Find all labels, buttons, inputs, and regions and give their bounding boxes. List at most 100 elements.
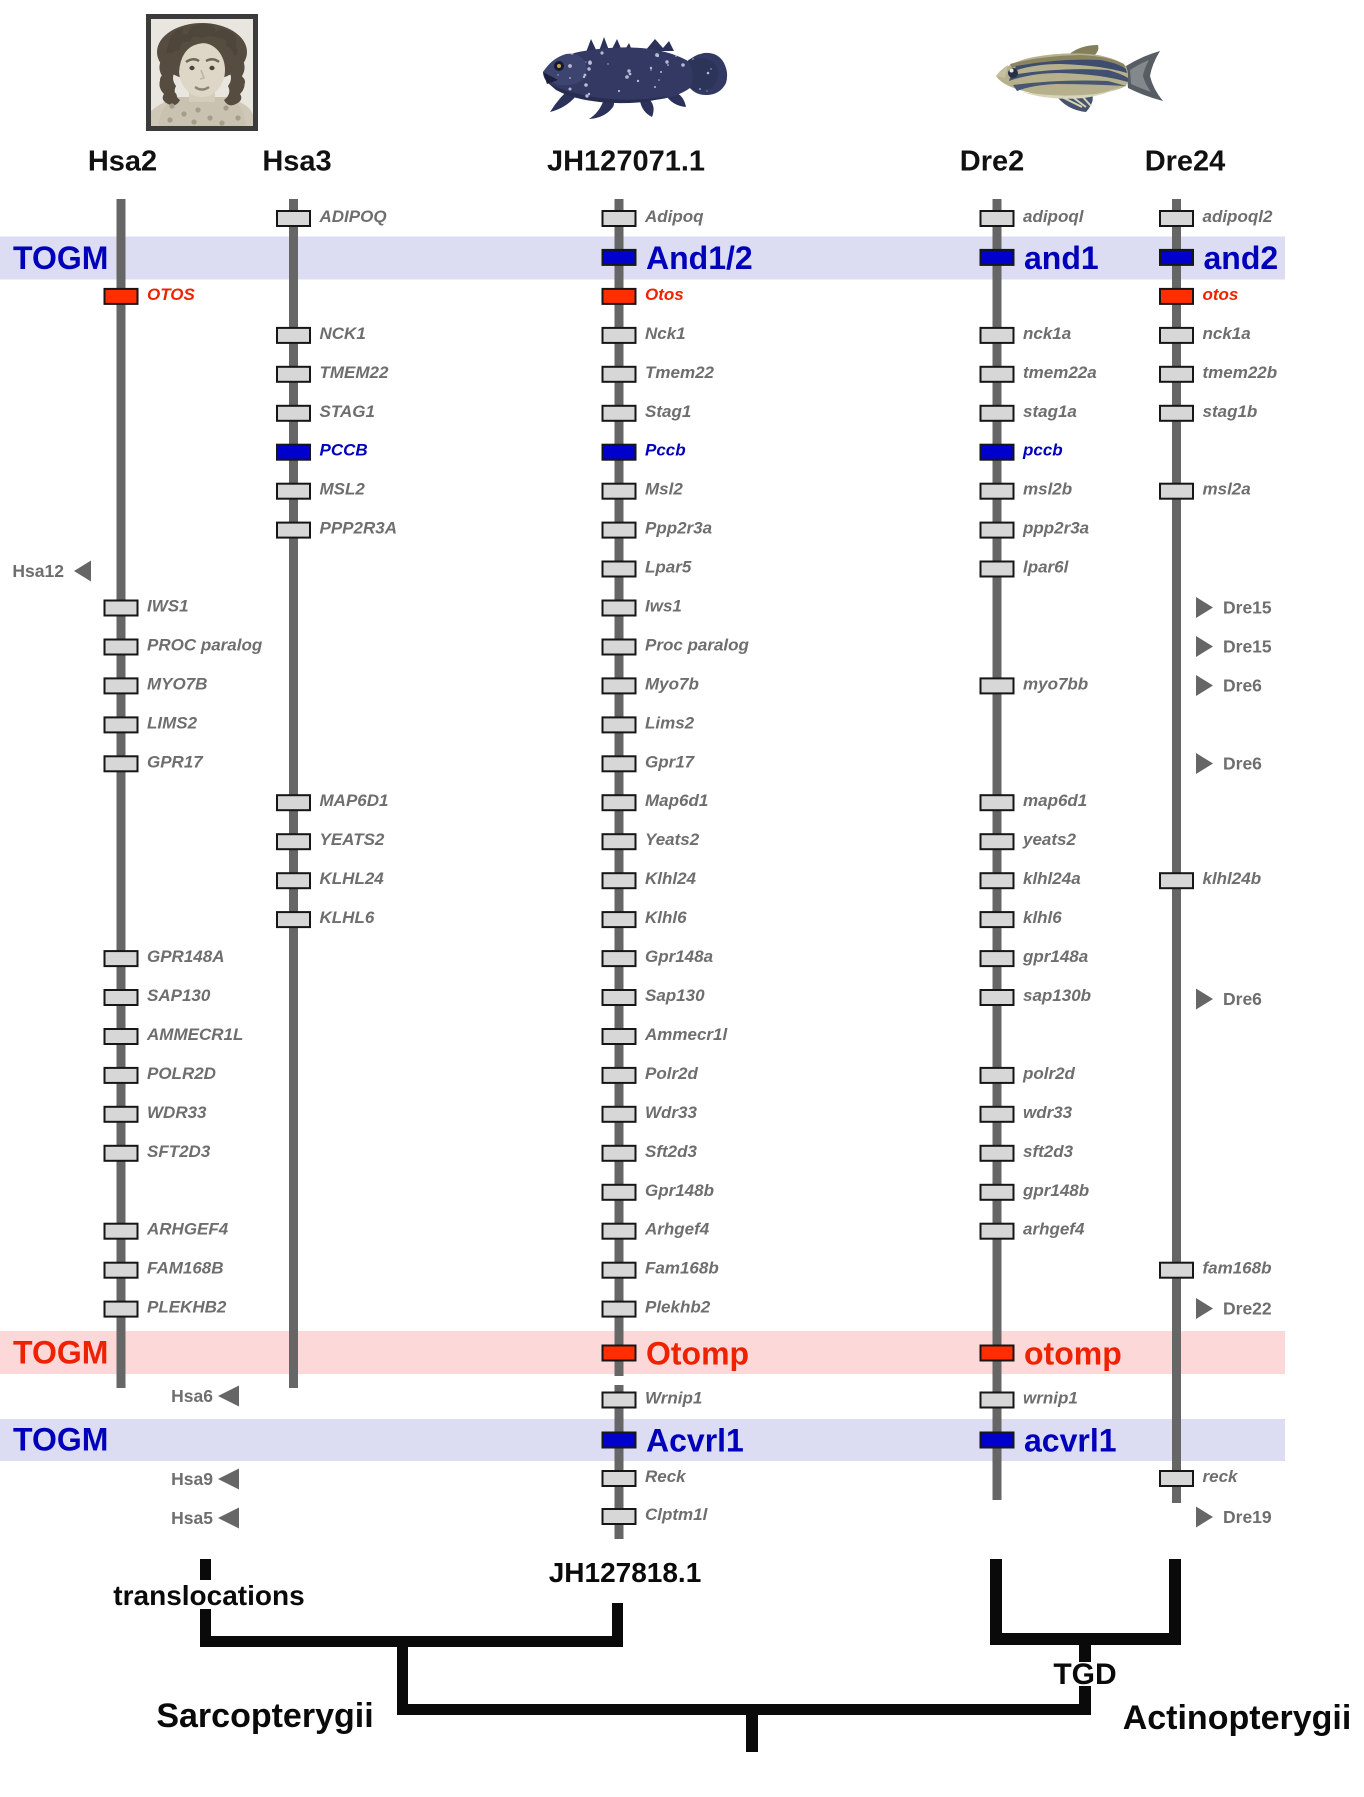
svg-text:Adipoq: Adipoq: [644, 207, 704, 226]
svg-text:translocations: translocations: [113, 1580, 304, 1611]
svg-text:arhgef4: arhgef4: [1023, 1220, 1085, 1239]
svg-text:WDR33: WDR33: [147, 1103, 207, 1122]
svg-text:stag1a: stag1a: [1023, 402, 1077, 421]
svg-text:Hsa9: Hsa9: [171, 1469, 213, 1489]
svg-text:Hsa12: Hsa12: [12, 561, 64, 581]
svg-text:AMMECR1L: AMMECR1L: [146, 1025, 243, 1044]
svg-text:And1/2: And1/2: [646, 240, 753, 276]
svg-text:Sft2d3: Sft2d3: [645, 1142, 698, 1161]
svg-text:Proc paralog: Proc paralog: [645, 636, 750, 655]
svg-text:Gpr148a: Gpr148a: [645, 947, 713, 966]
svg-text:Wdr33: Wdr33: [645, 1103, 698, 1122]
svg-text:fam168b: fam168b: [1203, 1259, 1272, 1278]
svg-text:Ppp2r3a: Ppp2r3a: [645, 519, 712, 538]
svg-text:Dre24: Dre24: [1145, 146, 1226, 178]
svg-text:Hsa2: Hsa2: [88, 146, 157, 178]
svg-text:Dre6: Dre6: [1223, 989, 1262, 1009]
svg-text:Gpr148b: Gpr148b: [645, 1181, 714, 1200]
svg-text:sap130b: sap130b: [1023, 986, 1091, 1005]
svg-text:Klhl24: Klhl24: [645, 869, 697, 888]
svg-text:PLEKHB2: PLEKHB2: [147, 1298, 227, 1317]
svg-text:gpr148b: gpr148b: [1022, 1181, 1089, 1200]
svg-text:Clptm1l: Clptm1l: [645, 1505, 709, 1524]
svg-text:and2: and2: [1204, 240, 1279, 276]
svg-text:klhl6: klhl6: [1023, 908, 1062, 927]
svg-text:POLR2D: POLR2D: [147, 1064, 216, 1083]
svg-text:adipoql: adipoql: [1023, 207, 1085, 226]
svg-text:Otomp: Otomp: [646, 1336, 749, 1372]
svg-text:LIMS2: LIMS2: [147, 713, 198, 732]
svg-text:Gpr17: Gpr17: [645, 752, 696, 771]
svg-text:PPP2R3A: PPP2R3A: [320, 519, 397, 538]
svg-text:otomp: otomp: [1024, 1336, 1122, 1372]
svg-text:msl2a: msl2a: [1203, 480, 1251, 499]
svg-text:gpr148a: gpr148a: [1022, 947, 1088, 966]
svg-text:Fam168b: Fam168b: [645, 1259, 719, 1278]
svg-text:TGD: TGD: [1053, 1658, 1116, 1691]
svg-text:adipoql2: adipoql2: [1203, 207, 1273, 226]
svg-text:Dre22: Dre22: [1223, 1299, 1272, 1319]
svg-text:msl2b: msl2b: [1023, 480, 1072, 499]
svg-text:Sap130: Sap130: [645, 986, 705, 1005]
svg-text:JH127071.1: JH127071.1: [547, 146, 705, 178]
svg-text:Tmem22: Tmem22: [645, 363, 715, 382]
svg-text:acvrl1: acvrl1: [1024, 1423, 1117, 1459]
svg-text:klhl24b: klhl24b: [1203, 869, 1262, 888]
svg-text:Sarcopterygii: Sarcopterygii: [156, 1697, 373, 1735]
svg-text:Actinopterygii: Actinopterygii: [1123, 1699, 1352, 1737]
svg-text:Pccb: Pccb: [645, 441, 686, 460]
svg-text:Dre6: Dre6: [1223, 676, 1262, 696]
svg-text:Dre15: Dre15: [1223, 598, 1272, 618]
svg-text:YEATS2: YEATS2: [320, 830, 385, 849]
svg-text:Nck1: Nck1: [645, 324, 686, 343]
svg-text:lpar6l: lpar6l: [1023, 558, 1070, 577]
svg-text:ADIPOQ: ADIPOQ: [319, 207, 387, 226]
svg-text:JH127818.1: JH127818.1: [549, 1557, 702, 1588]
svg-text:Wrnip1: Wrnip1: [645, 1389, 702, 1408]
svg-text:Dre6: Dre6: [1223, 754, 1262, 774]
svg-text:Arhgef4: Arhgef4: [644, 1220, 710, 1239]
svg-text:Dre2: Dre2: [960, 146, 1025, 178]
svg-text:SFT2D3: SFT2D3: [147, 1142, 211, 1161]
svg-text:and1: and1: [1024, 240, 1099, 276]
svg-text:Dre19: Dre19: [1223, 1507, 1272, 1527]
svg-text:IWS1: IWS1: [147, 597, 189, 616]
svg-text:tmem22a: tmem22a: [1023, 363, 1097, 382]
svg-text:map6d1: map6d1: [1023, 791, 1087, 810]
svg-text:Acvrl1: Acvrl1: [646, 1423, 744, 1459]
svg-text:Reck: Reck: [645, 1467, 687, 1486]
svg-text:Hsa6: Hsa6: [171, 1386, 213, 1406]
svg-text:Lims2: Lims2: [645, 713, 695, 732]
svg-text:FAM168B: FAM168B: [147, 1259, 224, 1278]
svg-text:nck1a: nck1a: [1023, 324, 1071, 343]
svg-text:GPR17: GPR17: [147, 752, 204, 771]
svg-text:SAP130: SAP130: [147, 986, 211, 1005]
svg-text:MAP6D1: MAP6D1: [320, 791, 389, 810]
svg-text:TOGM: TOGM: [13, 240, 108, 276]
svg-text:ARHGEF4: ARHGEF4: [146, 1220, 229, 1239]
svg-text:Hsa5: Hsa5: [171, 1508, 213, 1528]
svg-text:ppp2r3a: ppp2r3a: [1022, 519, 1089, 538]
svg-text:polr2d: polr2d: [1022, 1064, 1076, 1083]
svg-text:MYO7B: MYO7B: [147, 674, 207, 693]
svg-text:TOGM: TOGM: [13, 1422, 108, 1458]
svg-text:TMEM22: TMEM22: [320, 363, 390, 382]
svg-text:Yeats2: Yeats2: [645, 830, 700, 849]
svg-text:myo7bb: myo7bb: [1023, 674, 1088, 693]
svg-text:otos: otos: [1203, 285, 1239, 304]
svg-text:Iws1: Iws1: [645, 597, 682, 616]
svg-text:wrnip1: wrnip1: [1023, 1389, 1078, 1408]
svg-text:TOGM: TOGM: [13, 1335, 108, 1371]
svg-text:yeats2: yeats2: [1022, 830, 1076, 849]
svg-text:KLHL24: KLHL24: [320, 869, 385, 888]
svg-text:Klhl6: Klhl6: [645, 908, 687, 927]
svg-text:klhl24a: klhl24a: [1023, 869, 1081, 888]
svg-text:GPR148A: GPR148A: [147, 947, 224, 966]
svg-text:Ammecr1l: Ammecr1l: [644, 1025, 728, 1044]
svg-text:Hsa3: Hsa3: [262, 146, 331, 178]
svg-text:wdr33: wdr33: [1023, 1103, 1073, 1122]
svg-text:tmem22b: tmem22b: [1203, 363, 1278, 382]
svg-text:reck: reck: [1203, 1467, 1240, 1486]
svg-text:PCCB: PCCB: [320, 441, 368, 460]
svg-text:NCK1: NCK1: [320, 324, 366, 343]
